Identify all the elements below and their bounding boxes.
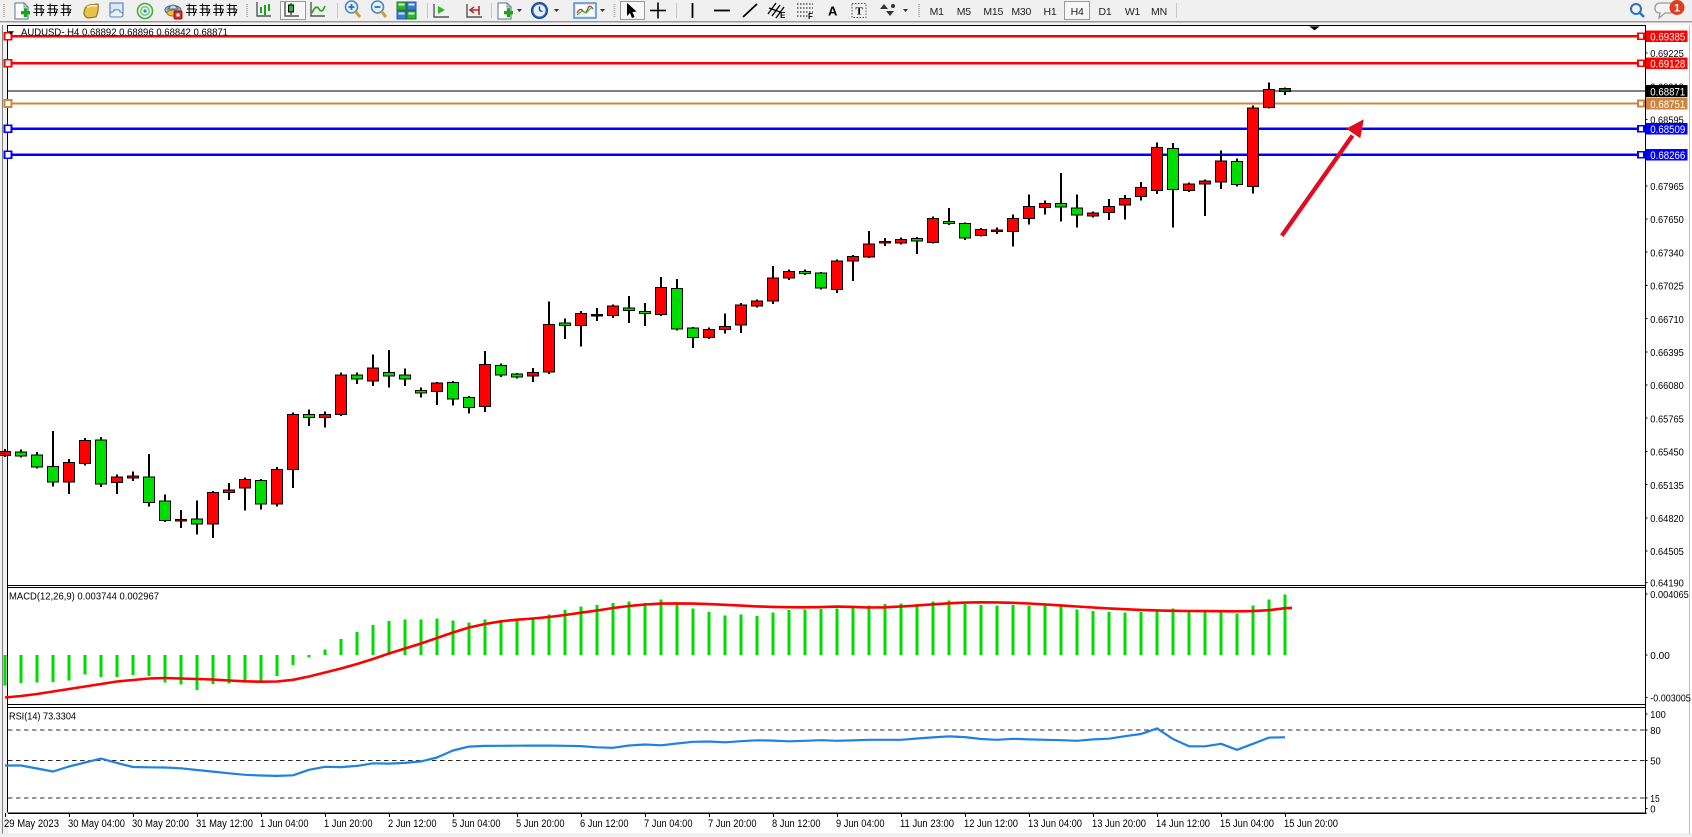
svg-text:50: 50	[1650, 757, 1661, 768]
svg-text:9 Jun 04:00: 9 Jun 04:00	[836, 818, 885, 830]
svg-text:D1: D1	[1098, 6, 1111, 18]
svg-text:H1: H1	[1043, 6, 1056, 18]
svg-text:0: 0	[1650, 805, 1656, 816]
svg-text:2 Jun 12:00: 2 Jun 12:00	[388, 818, 437, 830]
svg-text:A: A	[828, 4, 838, 19]
svg-text:0.68751: 0.68751	[1650, 99, 1685, 111]
svg-text:5 Jun 04:00: 5 Jun 04:00	[452, 818, 501, 830]
svg-text:30 May 20:00: 30 May 20:00	[132, 818, 189, 830]
svg-text:M5: M5	[957, 6, 972, 18]
svg-text:AUDUSD-.H4 0.68892 0.68896 0.: AUDUSD-.H4 0.68892 0.68896 0.68842 0.688…	[21, 27, 228, 38]
svg-text:12 Jun 12:00: 12 Jun 12:00	[964, 818, 1018, 830]
svg-text:0.66710: 0.66710	[1650, 315, 1684, 326]
svg-text:0.00: 0.00	[1650, 651, 1670, 662]
svg-text:15 Jun 20:00: 15 Jun 20:00	[1284, 818, 1338, 830]
svg-text:0.67025: 0.67025	[1650, 282, 1684, 293]
svg-text:0.66395: 0.66395	[1650, 348, 1684, 359]
svg-text:1 Jun 04:00: 1 Jun 04:00	[260, 818, 309, 830]
svg-text:15: 15	[1650, 794, 1660, 805]
svg-text:E: E	[780, 11, 786, 20]
svg-text:1 Jun 20:00: 1 Jun 20:00	[324, 818, 373, 830]
svg-text:0.67650: 0.67650	[1650, 215, 1684, 226]
svg-text:0.68509: 0.68509	[1650, 124, 1685, 136]
svg-text:80: 80	[1650, 726, 1661, 737]
svg-text:7 Jun 20:00: 7 Jun 20:00	[708, 818, 757, 830]
svg-text:0.64820: 0.64820	[1650, 514, 1684, 525]
svg-text:0.68871: 0.68871	[1650, 86, 1685, 98]
svg-text:0.68266: 0.68266	[1650, 150, 1685, 162]
svg-text:F: F	[808, 12, 813, 21]
svg-text:T: T	[856, 6, 864, 18]
svg-text:8 Jun 12:00: 8 Jun 12:00	[772, 818, 821, 830]
svg-text:-0.003005: -0.003005	[1650, 694, 1691, 705]
svg-text:RSI(14) 73.3304: RSI(14) 73.3304	[9, 710, 76, 722]
svg-text:0.67340: 0.67340	[1650, 248, 1684, 259]
svg-text:MACD(12,26,9) 0.003744 0.00296: MACD(12,26,9) 0.003744 0.002967	[9, 591, 159, 603]
svg-text:0.67965: 0.67965	[1650, 182, 1684, 193]
svg-text:100: 100	[1650, 710, 1666, 721]
svg-text:1: 1	[1674, 3, 1680, 15]
svg-text:0.65765: 0.65765	[1650, 414, 1684, 425]
svg-text:15 Jun 04:00: 15 Jun 04:00	[1220, 818, 1274, 830]
svg-text:0.64505: 0.64505	[1650, 547, 1684, 558]
svg-text:M1: M1	[930, 6, 945, 18]
svg-text:0.65450: 0.65450	[1650, 448, 1684, 459]
svg-text:M15: M15	[983, 6, 1003, 18]
svg-text:M30: M30	[1011, 6, 1031, 18]
svg-text:0.66080: 0.66080	[1650, 381, 1684, 392]
svg-text:14 Jun 12:00: 14 Jun 12:00	[1156, 818, 1210, 830]
svg-text:29 May 2023: 29 May 2023	[4, 818, 59, 830]
svg-text:5 Jun 20:00: 5 Jun 20:00	[516, 818, 565, 830]
svg-text:0.64190: 0.64190	[1650, 579, 1684, 590]
svg-text:0.65135: 0.65135	[1650, 481, 1684, 492]
svg-text:31 May 12:00: 31 May 12:00	[196, 818, 253, 830]
svg-text:0.004065: 0.004065	[1650, 590, 1689, 601]
svg-text:H4: H4	[1071, 6, 1084, 18]
svg-text:11 Jun 23:00: 11 Jun 23:00	[900, 818, 954, 830]
svg-text:0.68595: 0.68595	[1650, 116, 1684, 127]
svg-text:MN: MN	[1151, 6, 1167, 18]
svg-text:6 Jun 12:00: 6 Jun 12:00	[580, 818, 629, 830]
svg-text:13 Jun 04:00: 13 Jun 04:00	[1028, 818, 1082, 830]
svg-text:13 Jun 20:00: 13 Jun 20:00	[1092, 818, 1146, 830]
svg-text:0.69225: 0.69225	[1650, 49, 1684, 60]
svg-text:30 May 04:00: 30 May 04:00	[68, 818, 125, 830]
svg-text:7 Jun 04:00: 7 Jun 04:00	[644, 818, 693, 830]
svg-text:0.69128: 0.69128	[1650, 59, 1685, 71]
svg-text:W1: W1	[1125, 6, 1141, 18]
svg-text:0.69385: 0.69385	[1650, 32, 1685, 44]
